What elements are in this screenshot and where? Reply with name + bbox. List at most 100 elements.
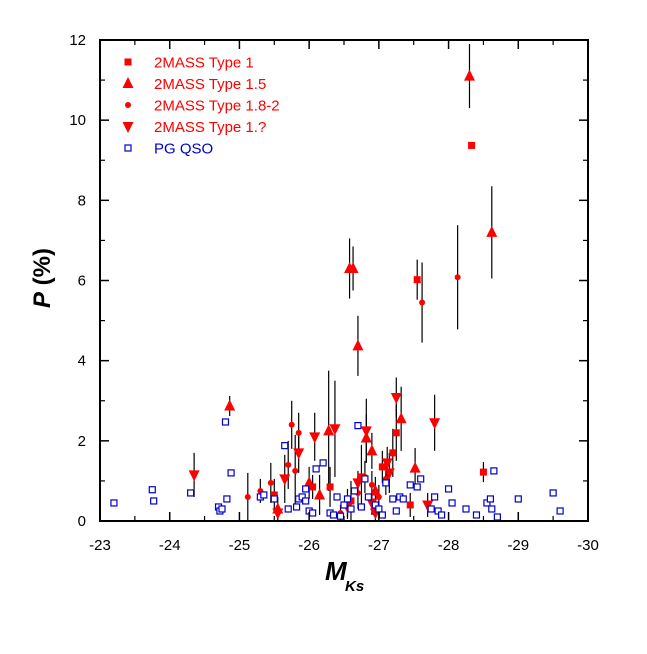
data-point (361, 475, 369, 483)
legend-label: PG QSO (154, 141, 213, 158)
data-point (302, 497, 310, 505)
data-point (427, 505, 435, 513)
data-point (399, 495, 407, 503)
y-tick-label: 2 (78, 433, 86, 450)
data-point (486, 225, 498, 237)
data-point (395, 412, 407, 424)
data-point (392, 507, 400, 515)
data-point (364, 493, 372, 501)
data-point (549, 489, 557, 497)
legend-marker (122, 122, 134, 133)
data-point (462, 505, 470, 513)
data-point (493, 513, 501, 521)
data-point (479, 468, 487, 476)
data-point (221, 418, 230, 426)
data-point (390, 393, 402, 405)
x-axis-title: M (325, 556, 348, 586)
data-point (366, 444, 378, 456)
legend-label: 2MASS Type 1.? (154, 119, 266, 136)
data-point (354, 422, 362, 430)
data-point (260, 491, 268, 499)
data-point (303, 476, 315, 488)
data-point (267, 479, 274, 486)
y-tick-label: 4 (78, 353, 86, 370)
error-bars (193, 44, 493, 521)
data-point (279, 474, 291, 486)
data-point (429, 418, 441, 430)
data-point (419, 299, 426, 306)
y-tick-label: 12 (69, 32, 86, 49)
x-axis-title-main: M (325, 556, 348, 586)
data-point (336, 512, 345, 520)
y-axis-title-unit: (%) (29, 248, 56, 292)
data-point (369, 484, 381, 496)
data-point (381, 458, 393, 470)
data-point (148, 486, 156, 494)
data-point (293, 448, 305, 460)
data-point (188, 470, 200, 482)
data-point (468, 141, 476, 149)
x-tick-label: -28 (438, 537, 460, 554)
data-point (357, 503, 366, 511)
data-point (417, 475, 425, 483)
legend-marker (122, 77, 134, 88)
data-point (438, 511, 446, 519)
data-point (309, 509, 317, 517)
legend-marker (125, 102, 131, 108)
data-point (383, 468, 395, 480)
data-point (454, 274, 461, 281)
data-point (343, 495, 352, 503)
data-point (224, 399, 236, 411)
legend-label: 2MASS Type 1.5 (154, 76, 266, 93)
data-point (389, 495, 397, 503)
data-point (110, 499, 118, 507)
data-point (389, 449, 397, 457)
data-point (406, 501, 414, 509)
data-point (272, 508, 284, 520)
data-point (375, 505, 383, 513)
data-point (227, 469, 235, 477)
data-point (244, 493, 251, 500)
legend-label: 2MASS Type 1 (154, 55, 254, 72)
tick-labels: -23 -24 -25 -26 -27 -28 -29 -30 0 2 4 6 8 10 12 (69, 32, 599, 554)
data-point (347, 261, 359, 273)
data-point (378, 511, 386, 519)
data-point (333, 493, 341, 501)
data-point (413, 276, 421, 284)
data-point (223, 495, 231, 503)
data-point (350, 487, 359, 495)
data-point (490, 467, 498, 475)
x-axis-title-subscript: Ks (345, 578, 364, 595)
data-point (382, 479, 390, 487)
data-point (270, 491, 278, 499)
data-point (413, 483, 421, 491)
data-points (110, 69, 564, 521)
y-tick-label: 6 (78, 273, 86, 290)
data-point (347, 505, 355, 513)
y-axis-title-p: P (29, 291, 56, 308)
y-axis-title: P (%) (29, 248, 56, 308)
data-point (288, 421, 295, 428)
legend-marker (124, 58, 132, 66)
data-point (486, 495, 494, 503)
data-point (392, 429, 400, 437)
x-tick-label: -23 (89, 537, 111, 554)
axis-ticks (99, 39, 589, 522)
data-point (270, 495, 278, 503)
data-point (472, 511, 481, 519)
y-tick-label: 10 (69, 112, 86, 129)
y-tick-label: 0 (78, 513, 86, 530)
data-point (292, 467, 299, 474)
data-point (218, 505, 226, 513)
data-point (281, 442, 289, 450)
data-point (352, 478, 364, 490)
data-point (444, 485, 453, 493)
legend-label: 2MASS Type 1.8-2 (154, 98, 280, 115)
x-tick-label: -29 (507, 537, 529, 554)
data-point (406, 481, 414, 489)
data-point (352, 339, 364, 351)
data-point (368, 481, 375, 488)
data-point (314, 488, 326, 500)
data-point (329, 424, 341, 436)
